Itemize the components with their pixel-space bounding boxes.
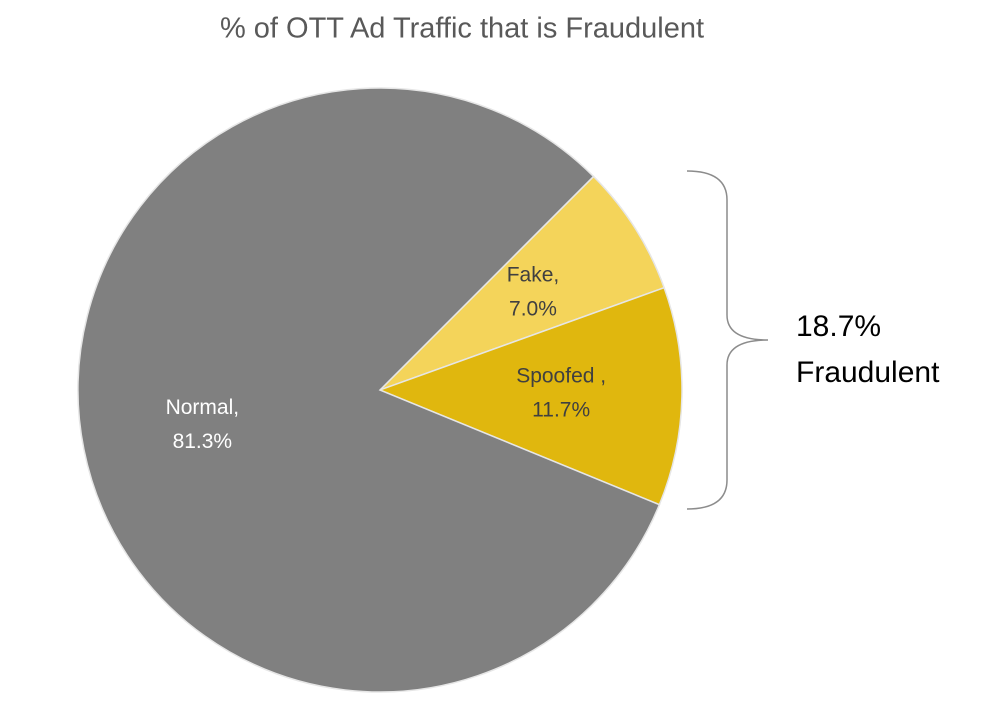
slice-value-label: 7.0% [509,297,557,320]
annotation: Fraudulent [796,356,940,389]
slice-label: Normal, [166,396,240,419]
slice-label: Fake, [507,263,560,286]
chart-title: % of OTT Ad Traffic that is Fraudulent [220,13,704,45]
slice-label: Spoofed , [516,365,606,388]
pie-slice [77,87,661,693]
pie-slice [379,175,666,391]
brace [686,170,769,510]
slice-value-label: 81.3% [173,430,233,453]
slice-value-label: 11.7% [532,399,590,422]
annotation: 18.7% [796,310,881,343]
pie-slice [377,286,683,506]
